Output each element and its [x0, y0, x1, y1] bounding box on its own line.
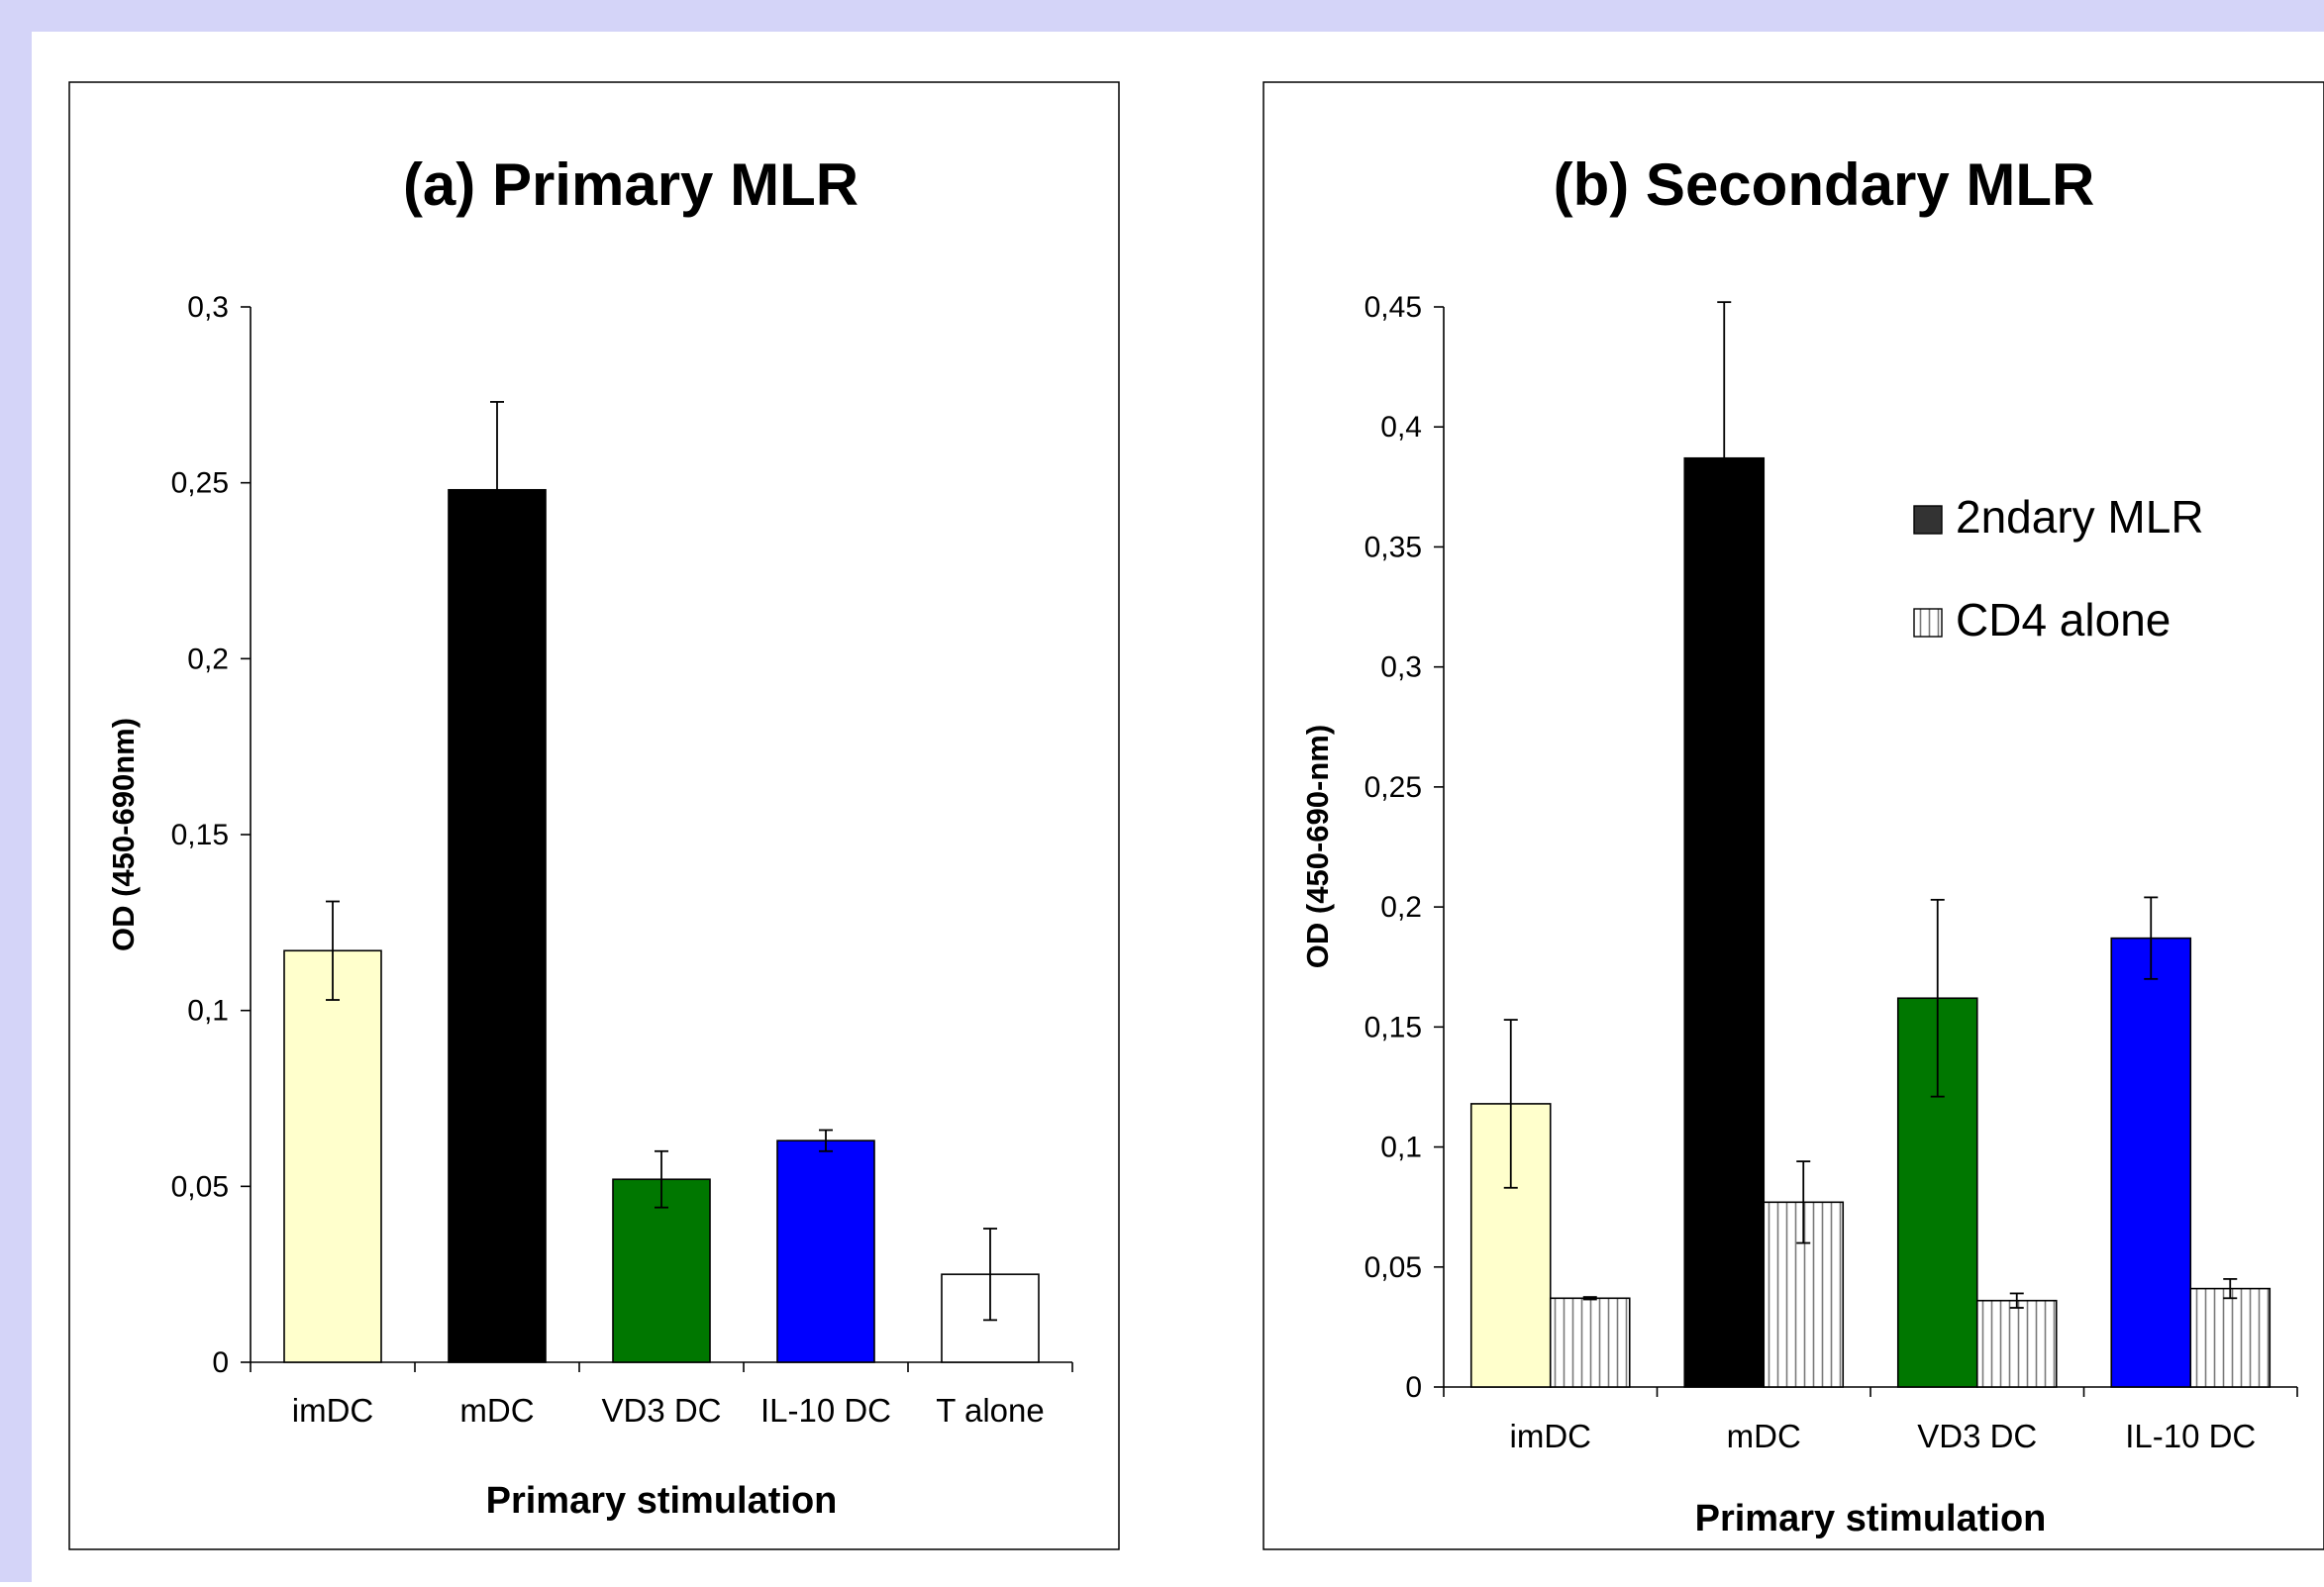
- x-axis-title: Primary stimulation: [1695, 1498, 2047, 1539]
- bar: [2189, 1287, 2272, 1388]
- legend-label: CD4 alone: [1956, 594, 2171, 645]
- x-tick-label: T alone: [936, 1392, 1044, 1429]
- y-tick-label: 0,3: [1380, 651, 1422, 684]
- y-tick-label: 0: [1405, 1371, 1422, 1404]
- y-tick-label: 0,1: [1380, 1132, 1422, 1164]
- y-tick-label: 0,05: [1364, 1251, 1422, 1284]
- x-tick-label: imDC: [1510, 1418, 1591, 1454]
- y-tick-label: 0,15: [171, 819, 229, 851]
- figure-svg: (a) Primary MLR 0 0,05 0,1 0,15 0,2 0,25 0,3 imD…: [68, 81, 2324, 1550]
- legend-label: 2ndary MLR: [1956, 491, 2204, 543]
- y-tick-label: 0,2: [187, 643, 229, 675]
- y-axis-title: OD (450-690-nm): [1300, 725, 1335, 968]
- x-axis-title: Primary stimulation: [486, 1480, 838, 1522]
- y-tick-label: 0,2: [1380, 891, 1422, 924]
- y-tick-label: 0,4: [1380, 411, 1422, 444]
- bar: [612, 1178, 711, 1363]
- x-tick-label: IL-10 DC: [2125, 1418, 2256, 1454]
- y-tick-label: 0,3: [187, 291, 229, 324]
- y-tick-label: 0,25: [1364, 771, 1422, 804]
- chart-title: (a) Primary MLR: [403, 151, 859, 218]
- y-tick-label: 0: [212, 1346, 229, 1379]
- y-tick-label: 0,1: [187, 995, 229, 1028]
- y-tick-label: 0,05: [171, 1170, 229, 1203]
- y-tick-label: 0,45: [1364, 291, 1422, 324]
- x-tick-label: VD3 DC: [601, 1392, 721, 1429]
- y-tick-label: 0,25: [171, 467, 229, 500]
- chart-title: (b) Secondary MLR: [1554, 151, 2095, 218]
- x-tick-label: imDC: [292, 1392, 373, 1429]
- x-tick-label: IL-10 DC: [760, 1392, 891, 1429]
- bar: [1549, 1297, 1631, 1388]
- bar: [1975, 1299, 2058, 1388]
- y-tick-label: 0,35: [1364, 531, 1422, 563]
- bar: [448, 488, 547, 1363]
- legend-swatch: [1913, 608, 1943, 638]
- bar: [776, 1140, 875, 1363]
- x-tick-label: mDC: [1727, 1418, 1801, 1454]
- bar: [2110, 937, 2192, 1388]
- y-axis-title: OD (450-690nm): [106, 718, 141, 951]
- y-tick-label: 0,15: [1364, 1011, 1422, 1043]
- legend-swatch: [1913, 505, 1943, 535]
- figure-area: (a) Primary MLR 0 0,05 0,1 0,15 0,2 0,25 0,3 imD…: [32, 32, 2324, 1582]
- x-tick-label: mDC: [459, 1392, 534, 1429]
- x-tick-label: VD3 DC: [1917, 1418, 2037, 1454]
- bar: [283, 949, 382, 1363]
